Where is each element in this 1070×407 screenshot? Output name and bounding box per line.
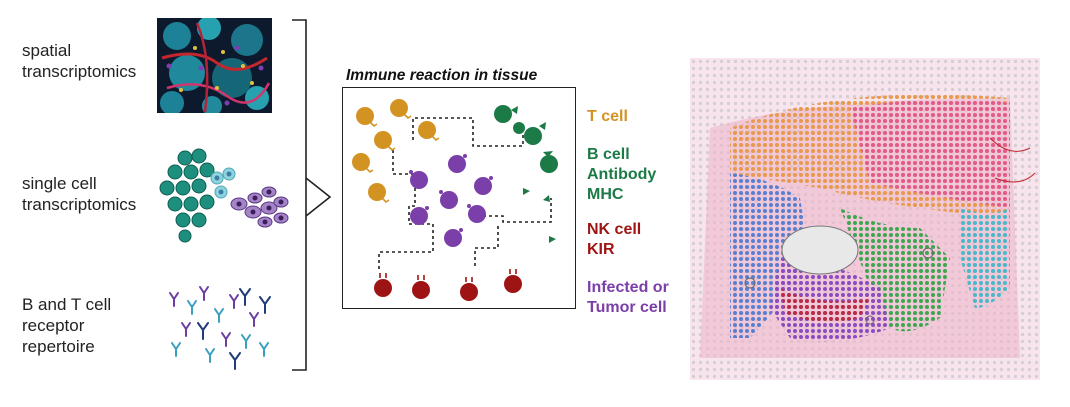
label-line: transcriptomics <box>22 195 137 214</box>
label-line: receptor <box>22 316 85 335</box>
legend-line: KIR <box>587 241 615 258</box>
legend-t-cell: T cell <box>587 107 628 127</box>
label-spatial-transcriptomics: spatial transcriptomics <box>22 40 136 82</box>
tissue-section-image <box>690 58 1040 380</box>
nk-cells <box>374 275 522 301</box>
receptor-repertoire-image <box>169 286 271 370</box>
t-cells <box>352 99 436 201</box>
legend-line: B cell <box>587 146 630 163</box>
label-line: B and T cell <box>22 295 112 314</box>
b-cells <box>494 105 558 173</box>
label-line: single cell <box>22 174 97 193</box>
legend-nk-cell: NK cell KIR <box>587 220 641 260</box>
legend-line: NK cell <box>587 221 642 238</box>
legend-line: T cell <box>587 108 628 125</box>
legend-b-cell: B cell Antibody MHC <box>587 145 656 205</box>
mhc-markers <box>511 106 556 243</box>
grouping-bracket <box>292 19 332 371</box>
label-line: transcriptomics <box>22 62 137 81</box>
spatial-transcriptomics-image <box>157 18 272 113</box>
label-receptor-repertoire: B and T cell receptor repertoire <box>22 294 111 357</box>
legend-line: Tumor cell <box>587 299 667 316</box>
infected-cells <box>410 155 492 247</box>
legend-line: MHC <box>587 186 624 203</box>
label-single-cell-transcriptomics: single cell transcriptomics <box>22 173 136 215</box>
single-cell-image <box>159 148 289 243</box>
immune-reaction-diagram <box>352 99 558 301</box>
immune-reaction-panel <box>342 87 576 309</box>
panel-title: Immune reaction in tissue <box>346 67 538 84</box>
legend-infected: Infected or Tumor cell <box>587 278 669 318</box>
label-line: spatial <box>22 41 72 60</box>
legend-line: Antibody <box>587 166 657 183</box>
label-line: repertoire <box>22 337 95 356</box>
legend-line: Infected or <box>587 279 669 296</box>
